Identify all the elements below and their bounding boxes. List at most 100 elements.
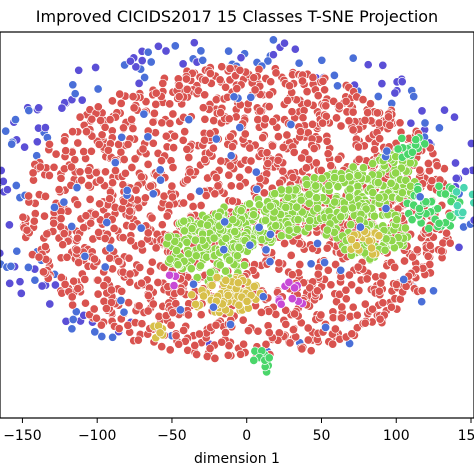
majority-class-point xyxy=(162,211,172,221)
lime-class-point xyxy=(265,201,275,211)
majority-class-point xyxy=(211,320,221,330)
majority-class-point xyxy=(256,307,266,317)
majority-class-point xyxy=(328,339,338,349)
majority-class-point xyxy=(145,266,156,276)
majority-class-point xyxy=(353,262,363,272)
blue-class-point xyxy=(265,257,275,267)
majority-class-point xyxy=(182,144,192,154)
majority-class-point xyxy=(93,102,103,112)
green-class-point xyxy=(446,196,456,207)
blue-class-point xyxy=(261,245,271,255)
lime-class-point xyxy=(170,236,180,246)
majority-class-point xyxy=(253,115,263,125)
majority-class-point xyxy=(125,269,135,279)
majority-class-point xyxy=(72,233,83,243)
lime-class-point xyxy=(221,233,231,243)
majority-class-point xyxy=(318,118,328,128)
green-class-point xyxy=(414,204,424,214)
majority-class-point xyxy=(51,149,61,159)
majority-class-point xyxy=(347,280,357,290)
majority-class-point xyxy=(120,168,130,178)
majority-class-point xyxy=(153,277,163,288)
majority-class-point xyxy=(432,161,442,171)
majority-class-point xyxy=(323,149,333,159)
majority-class-point xyxy=(297,344,307,354)
majority-class-point xyxy=(264,90,274,100)
majority-class-point xyxy=(40,242,50,252)
majority-class-point xyxy=(100,122,110,132)
lime-class-point xyxy=(391,168,401,178)
outer-cluster-point xyxy=(68,314,78,325)
outer-cluster-point xyxy=(91,62,101,73)
majority-class-point xyxy=(131,185,141,195)
majority-class-point xyxy=(109,223,119,233)
blue-class-point xyxy=(211,134,221,144)
majority-class-point xyxy=(181,74,191,84)
x-tick-label: 100 xyxy=(383,428,410,444)
majority-class-point xyxy=(407,252,418,262)
majority-class-point xyxy=(302,87,312,97)
outer-cluster-point xyxy=(439,105,450,115)
majority-class-point xyxy=(118,233,128,243)
teal-class-point xyxy=(452,201,462,211)
majority-class-point xyxy=(336,313,347,323)
majority-class-point xyxy=(34,252,44,262)
majority-class-point xyxy=(182,175,192,185)
blue-class-point xyxy=(226,151,236,161)
outer-cluster-point xyxy=(428,286,439,296)
outer-cluster-point xyxy=(6,261,16,271)
majority-class-point xyxy=(425,259,435,270)
majority-class-point xyxy=(90,209,100,219)
majority-class-point xyxy=(54,185,64,195)
majority-class-point xyxy=(105,253,115,263)
lime-class-point xyxy=(228,215,238,225)
majority-class-point xyxy=(260,114,270,124)
blue-class-point xyxy=(265,229,275,239)
magenta-class-point xyxy=(276,299,286,309)
outer-cluster-point xyxy=(32,137,42,147)
majority-class-point xyxy=(334,101,344,111)
majority-class-point xyxy=(442,228,452,238)
majority-class-point xyxy=(106,285,117,295)
lime-class-point xyxy=(236,206,246,216)
majority-class-point xyxy=(67,292,77,302)
majority-class-point xyxy=(240,129,250,139)
lime-class-point xyxy=(248,210,259,220)
majority-class-point xyxy=(215,108,226,118)
majority-class-point xyxy=(285,81,295,91)
outer-cluster-point xyxy=(466,138,474,149)
yellow-class-point xyxy=(221,275,231,285)
outer-cluster-point xyxy=(450,158,461,168)
green-class-point xyxy=(411,135,421,145)
majority-class-point xyxy=(157,342,167,352)
outer-cluster-point xyxy=(153,41,163,51)
majority-class-point xyxy=(24,191,34,201)
majority-class-point xyxy=(261,339,271,349)
green-class-point xyxy=(421,197,431,207)
majority-class-point xyxy=(211,173,221,183)
blue-class-point xyxy=(67,221,77,232)
majority-class-point xyxy=(415,165,425,175)
majority-class-point xyxy=(168,308,178,318)
majority-class-point xyxy=(170,131,180,141)
lime-class-point xyxy=(284,185,294,195)
teal-class-point xyxy=(458,207,468,218)
majority-class-point xyxy=(93,275,103,285)
majority-class-point xyxy=(86,218,96,228)
majority-class-point xyxy=(236,349,246,359)
blue-class-point xyxy=(229,92,239,102)
outer-cluster-point xyxy=(236,53,246,63)
majority-class-point xyxy=(273,132,283,142)
majority-class-point xyxy=(282,130,292,140)
majority-class-point xyxy=(367,304,378,314)
teal-class-point xyxy=(452,187,462,197)
lime-class-point xyxy=(305,216,315,226)
majority-class-point xyxy=(86,146,96,156)
outer-cluster-point xyxy=(34,103,44,113)
outer-cluster-point xyxy=(68,80,78,90)
lime-class-point xyxy=(346,220,356,230)
green-class-point xyxy=(424,223,434,234)
majority-class-point xyxy=(94,227,104,238)
majority-class-point xyxy=(151,243,161,253)
majority-class-point xyxy=(140,193,150,203)
